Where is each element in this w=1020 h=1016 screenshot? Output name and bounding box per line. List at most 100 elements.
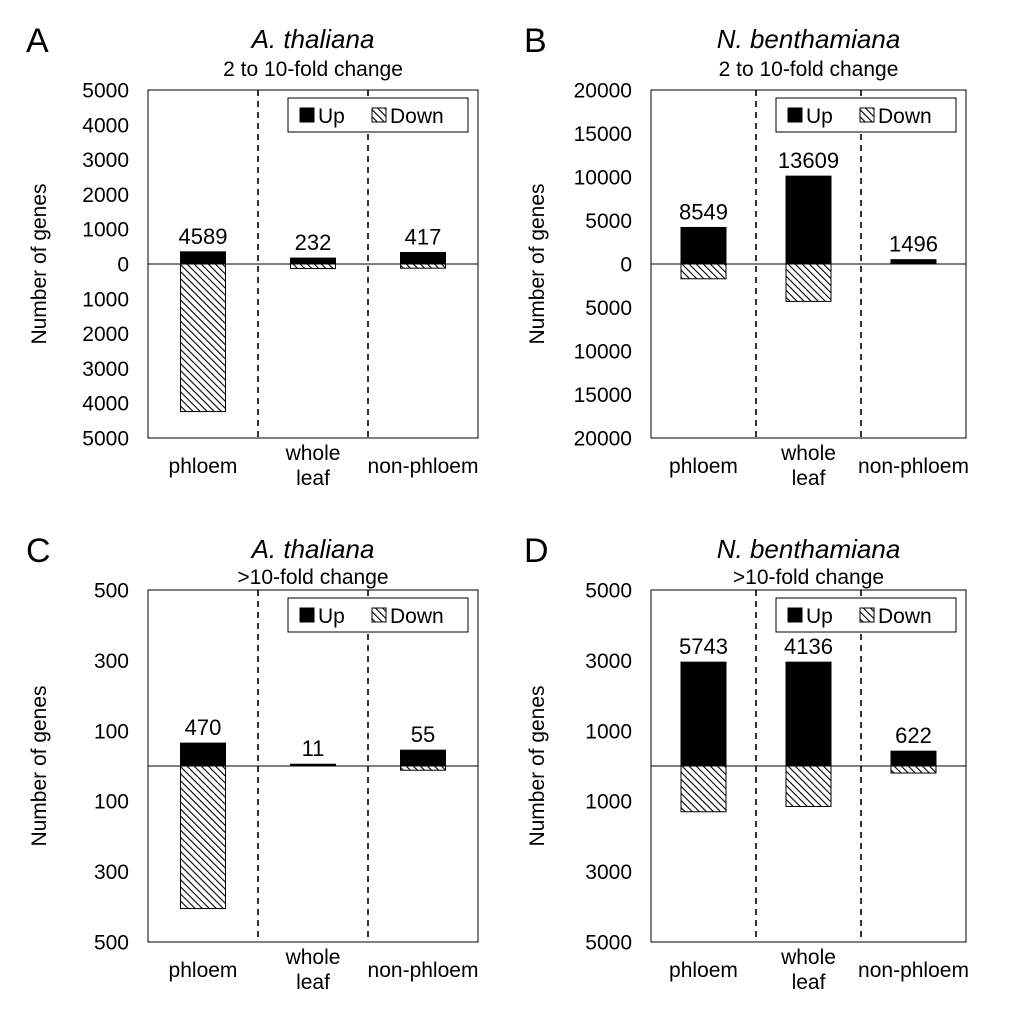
y-tick-label: 1000	[82, 219, 129, 242]
y-tick-label: 100	[94, 791, 129, 814]
bar-up-2	[400, 252, 446, 265]
legend-label-up: Up	[806, 605, 833, 628]
legend-label-up: Up	[806, 105, 833, 128]
y-tick-label: 5000	[82, 428, 129, 451]
bar-up-2	[400, 749, 446, 767]
chart-title: N. benthamiana	[717, 24, 901, 54]
data-label: 13609	[778, 148, 839, 173]
legend-swatch-up	[787, 107, 803, 123]
y-tick-label: 4000	[82, 114, 129, 137]
y-tick-label: 15000	[574, 384, 632, 407]
x-tick-label: whole	[780, 946, 836, 969]
y-tick-label: 3000	[585, 650, 632, 673]
x-tick-label: non-phloem	[858, 455, 969, 478]
y-tick-label: 1000	[82, 288, 129, 311]
x-tick-label: phloem	[169, 455, 238, 478]
legend-swatch-down	[371, 607, 387, 623]
bar-down-0	[180, 765, 226, 910]
y-tick-label: 5000	[82, 80, 129, 103]
legend-swatch-down	[859, 107, 875, 123]
y-tick-label: 10000	[574, 167, 632, 190]
data-label: 232	[295, 230, 332, 255]
bar-down-0	[680, 765, 727, 813]
x-tick-label: leaf	[296, 971, 330, 994]
legend-label-up: Up	[318, 105, 345, 128]
legend-swatch-down	[859, 607, 875, 623]
data-label: 4136	[784, 634, 833, 659]
y-tick-label: 2000	[82, 323, 129, 346]
y-axis-label: Number of genes	[526, 685, 549, 846]
y-tick-label: 4000	[82, 393, 129, 416]
x-tick-label: non-phloem	[368, 455, 479, 478]
x-tick-label: phloem	[169, 959, 238, 982]
y-tick-label: 3000	[82, 149, 129, 172]
chart-subtitle: 2 to 10-fold change	[719, 58, 899, 81]
y-tick-label: 100	[94, 720, 129, 743]
bar-up-1	[290, 257, 336, 265]
chart-title: N. benthamiana	[717, 534, 901, 564]
x-tick-label: whole	[285, 946, 341, 969]
y-tick-label: 3000	[585, 861, 632, 884]
panel-letter: A	[26, 22, 49, 60]
data-label: 11	[302, 736, 325, 761]
y-tick-label: 3000	[82, 358, 129, 381]
y-tick-label: 1000	[585, 791, 632, 814]
y-tick-label: 0	[117, 254, 129, 277]
legend-label-down: Down	[390, 605, 444, 628]
chart-subtitle: >10-fold change	[733, 566, 884, 589]
legend-label-up: Up	[318, 605, 345, 628]
y-axis-label: Number of genes	[28, 685, 51, 846]
panel-a: A A. thaliana 2 to 10-fold change 5000 4000 3…	[26, 22, 479, 490]
bar-down-2	[890, 765, 937, 774]
legend-label-down: Down	[878, 105, 932, 128]
data-label: 5743	[679, 634, 728, 659]
y-tick-label: 5000	[585, 297, 632, 320]
chart-title: A. thaliana	[250, 24, 375, 54]
y-tick-label: 500	[94, 932, 129, 955]
bar-up-0	[680, 661, 727, 767]
bar-down-1	[290, 263, 336, 270]
y-tick-label: 300	[94, 861, 129, 884]
bar-down-1	[785, 263, 832, 302]
y-axis-label: Number of genes	[526, 183, 549, 344]
data-label: 4589	[179, 224, 228, 249]
bar-up-0	[680, 226, 727, 265]
bar-up-0	[180, 251, 226, 265]
x-tick-label: leaf	[792, 467, 826, 490]
bar-down-2	[400, 765, 446, 771]
data-label: 8549	[679, 199, 728, 224]
y-tick-label: 5000	[585, 210, 632, 233]
x-tick-label: leaf	[296, 467, 330, 490]
chart-subtitle: 2 to 10-fold change	[223, 58, 403, 81]
y-tick-label: 300	[94, 650, 129, 673]
data-label: 55	[411, 722, 435, 747]
chart-subtitle: >10-fold change	[237, 566, 388, 589]
bar-up-1	[785, 661, 832, 767]
x-tick-label: non-phloem	[368, 959, 479, 982]
panel-letter: D	[524, 532, 549, 570]
legend-label-down: Down	[390, 105, 444, 128]
y-tick-label: 20000	[574, 428, 632, 451]
bar-down-0	[180, 263, 226, 413]
x-tick-label: phloem	[669, 959, 738, 982]
y-tick-label: 0	[620, 254, 632, 277]
y-tick-label: 2000	[82, 184, 129, 207]
bar-up-2	[890, 259, 937, 265]
y-tick-label: 1000	[585, 720, 632, 743]
bar-up-0	[180, 742, 226, 767]
chart-title: A. thaliana	[250, 534, 375, 564]
x-tick-label: whole	[285, 442, 341, 465]
y-tick-label: 5000	[585, 580, 632, 603]
legend-label-down: Down	[878, 605, 932, 628]
panel-letter: C	[26, 532, 51, 570]
x-tick-label: whole	[780, 442, 836, 465]
y-tick-label: 5000	[585, 932, 632, 955]
panel-d: D N. benthamiana>10-fold change 5000 3000 10…	[524, 532, 969, 994]
bar-down-0	[680, 263, 727, 280]
data-label: 470	[185, 715, 222, 740]
bar-down-2	[400, 263, 446, 269]
y-tick-label: 10000	[574, 341, 632, 364]
y-tick-label: 500	[94, 580, 129, 603]
bar-up-2	[890, 750, 937, 767]
